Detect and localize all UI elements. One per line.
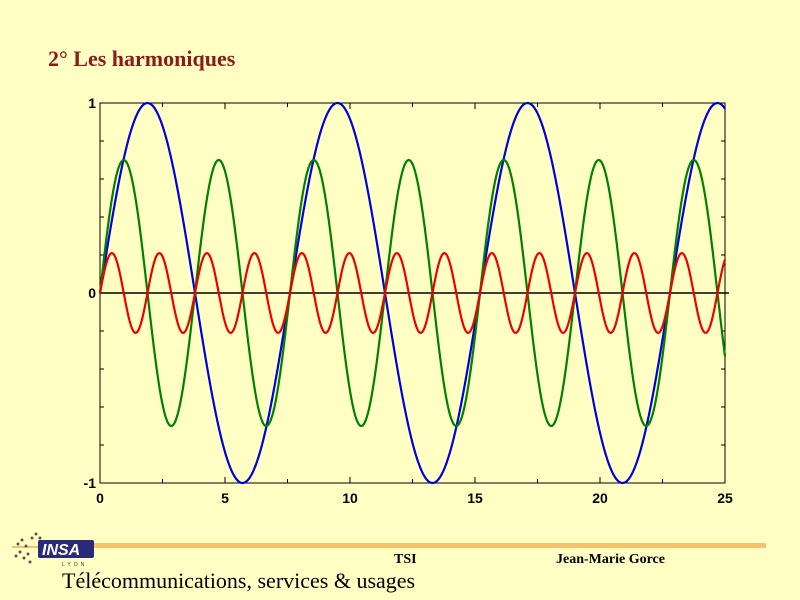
slide-title: 2° Les harmoniques [48,46,236,71]
logo-sub: LYON [62,562,87,568]
footer-subtitle: Télécommunications, services & usages [62,568,416,593]
footer-author: Jean-Marie Gorce [556,552,665,567]
y-tick-label: 0 [88,285,96,301]
x-tick-label: 25 [717,490,733,506]
series-line-3 [98,252,727,334]
footer-course: TSI [394,552,417,567]
footer-bar [92,543,766,548]
series-line-1 [98,101,726,485]
x-tick-label: 20 [592,490,608,506]
x-tick-label: 15 [467,490,483,506]
series-line-2 [98,158,727,428]
series-group [98,101,727,485]
x-tick-label: 10 [342,490,358,506]
y-tick-label: -1 [84,475,97,491]
tick-labels: 0 5 10 15 20 25-101 [84,95,733,506]
x-tick-label: 0 [96,490,104,506]
insa-logo-icon: INSA LYON [14,532,94,568]
logo-text: INSA [42,542,80,559]
x-tick-label: 5 [221,490,229,506]
y-tick-label: 1 [88,95,96,111]
